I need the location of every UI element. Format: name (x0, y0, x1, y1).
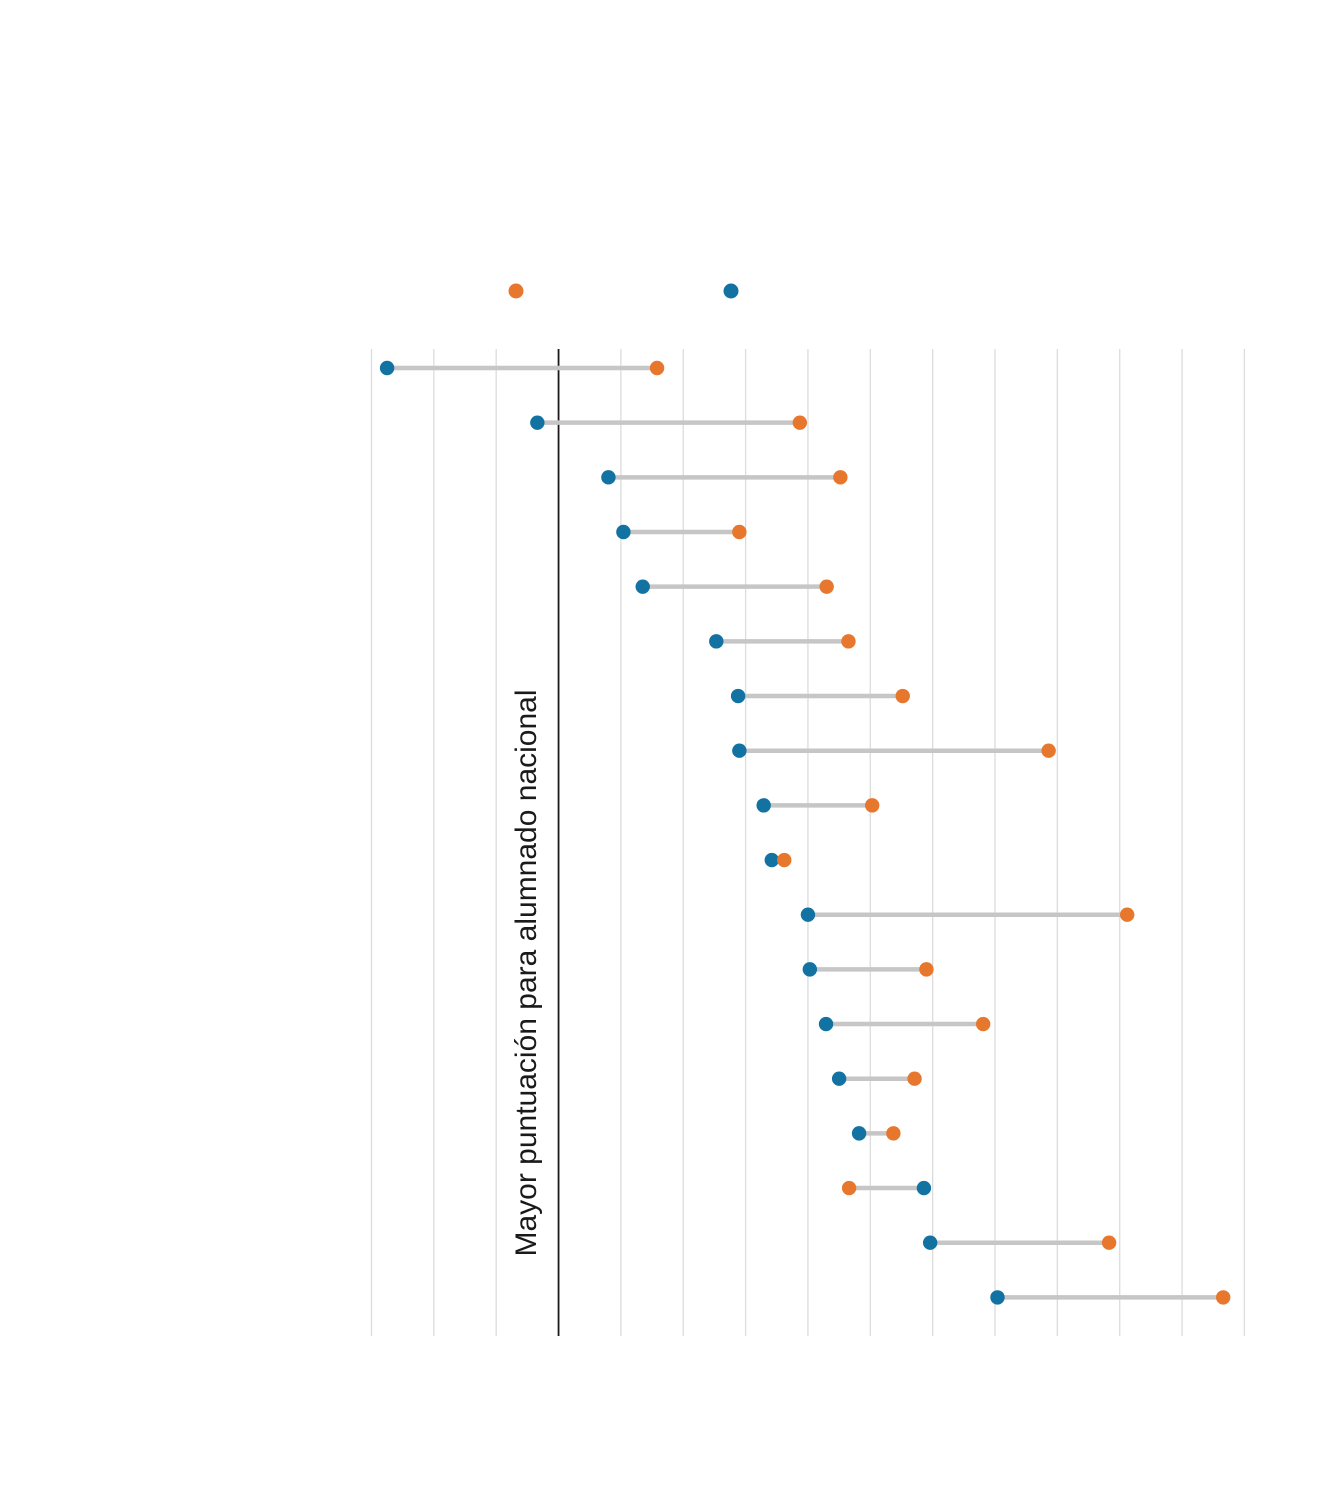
dot-blue (601, 470, 616, 485)
y-axis-label: Mayor puntuación para alumnado nacional (510, 689, 543, 1256)
dot-blue (732, 743, 747, 758)
dot-orange (841, 634, 856, 649)
dumbbell-row (802, 962, 934, 977)
dumbbell-row (990, 1290, 1231, 1305)
dumbbell-row (616, 524, 747, 540)
dumbbell-row (530, 415, 808, 430)
dot-orange (1216, 1290, 1231, 1305)
dot-blue (764, 852, 779, 868)
dumbbell-row (732, 743, 1056, 758)
dumbbell-row (851, 1126, 901, 1141)
dot-blue (851, 1126, 867, 1141)
dumbbell-row (635, 579, 834, 594)
dot-blue (802, 962, 818, 977)
dumbbell-row (379, 360, 665, 376)
dot-orange (792, 415, 808, 430)
dot-blue (990, 1290, 1005, 1305)
dumbbell-row (818, 1016, 991, 1032)
dumbbell-row (800, 907, 1135, 922)
dot-orange (819, 579, 834, 594)
dot-blue (800, 907, 816, 922)
dot-blue (916, 1180, 932, 1196)
dot-blue (709, 634, 724, 649)
dot-blue (530, 415, 545, 430)
dot-blue (635, 579, 650, 594)
dot-blue (730, 688, 746, 704)
dot-blue (616, 524, 631, 540)
dumbbell-row (601, 470, 848, 485)
dot-orange (886, 1126, 901, 1141)
legend-dot-orange (508, 283, 524, 299)
dot-blue (379, 360, 395, 376)
dumbbell-row (730, 688, 910, 704)
dot-orange (833, 470, 848, 485)
dot-blue (756, 798, 771, 813)
dot-orange (864, 798, 880, 813)
dumbbell-row (709, 634, 856, 649)
dot-orange (919, 962, 934, 977)
dot-orange (975, 1016, 991, 1032)
dumbbell-row (764, 852, 792, 868)
dot-orange (907, 1071, 922, 1086)
legend (508, 283, 739, 299)
dumbbell-row (756, 798, 880, 813)
dumbbell-row (831, 1071, 922, 1086)
dumbbell-row (841, 1180, 932, 1196)
dot-orange (649, 360, 665, 376)
dot-orange (1101, 1235, 1117, 1250)
dot-blue (818, 1016, 834, 1032)
dot-orange (732, 524, 747, 540)
dot-blue (922, 1235, 938, 1250)
grid-layer (370, 349, 1246, 1336)
dot-orange (1119, 907, 1135, 922)
dot-orange (841, 1180, 857, 1196)
dot-orange (1041, 743, 1056, 758)
legend-dot-blue (723, 283, 739, 299)
dot-orange (895, 688, 910, 704)
dot-orange (777, 852, 792, 868)
dot-blue (831, 1071, 847, 1086)
dumbbell-rows (379, 360, 1231, 1305)
dumbbell-row (922, 1235, 1117, 1250)
